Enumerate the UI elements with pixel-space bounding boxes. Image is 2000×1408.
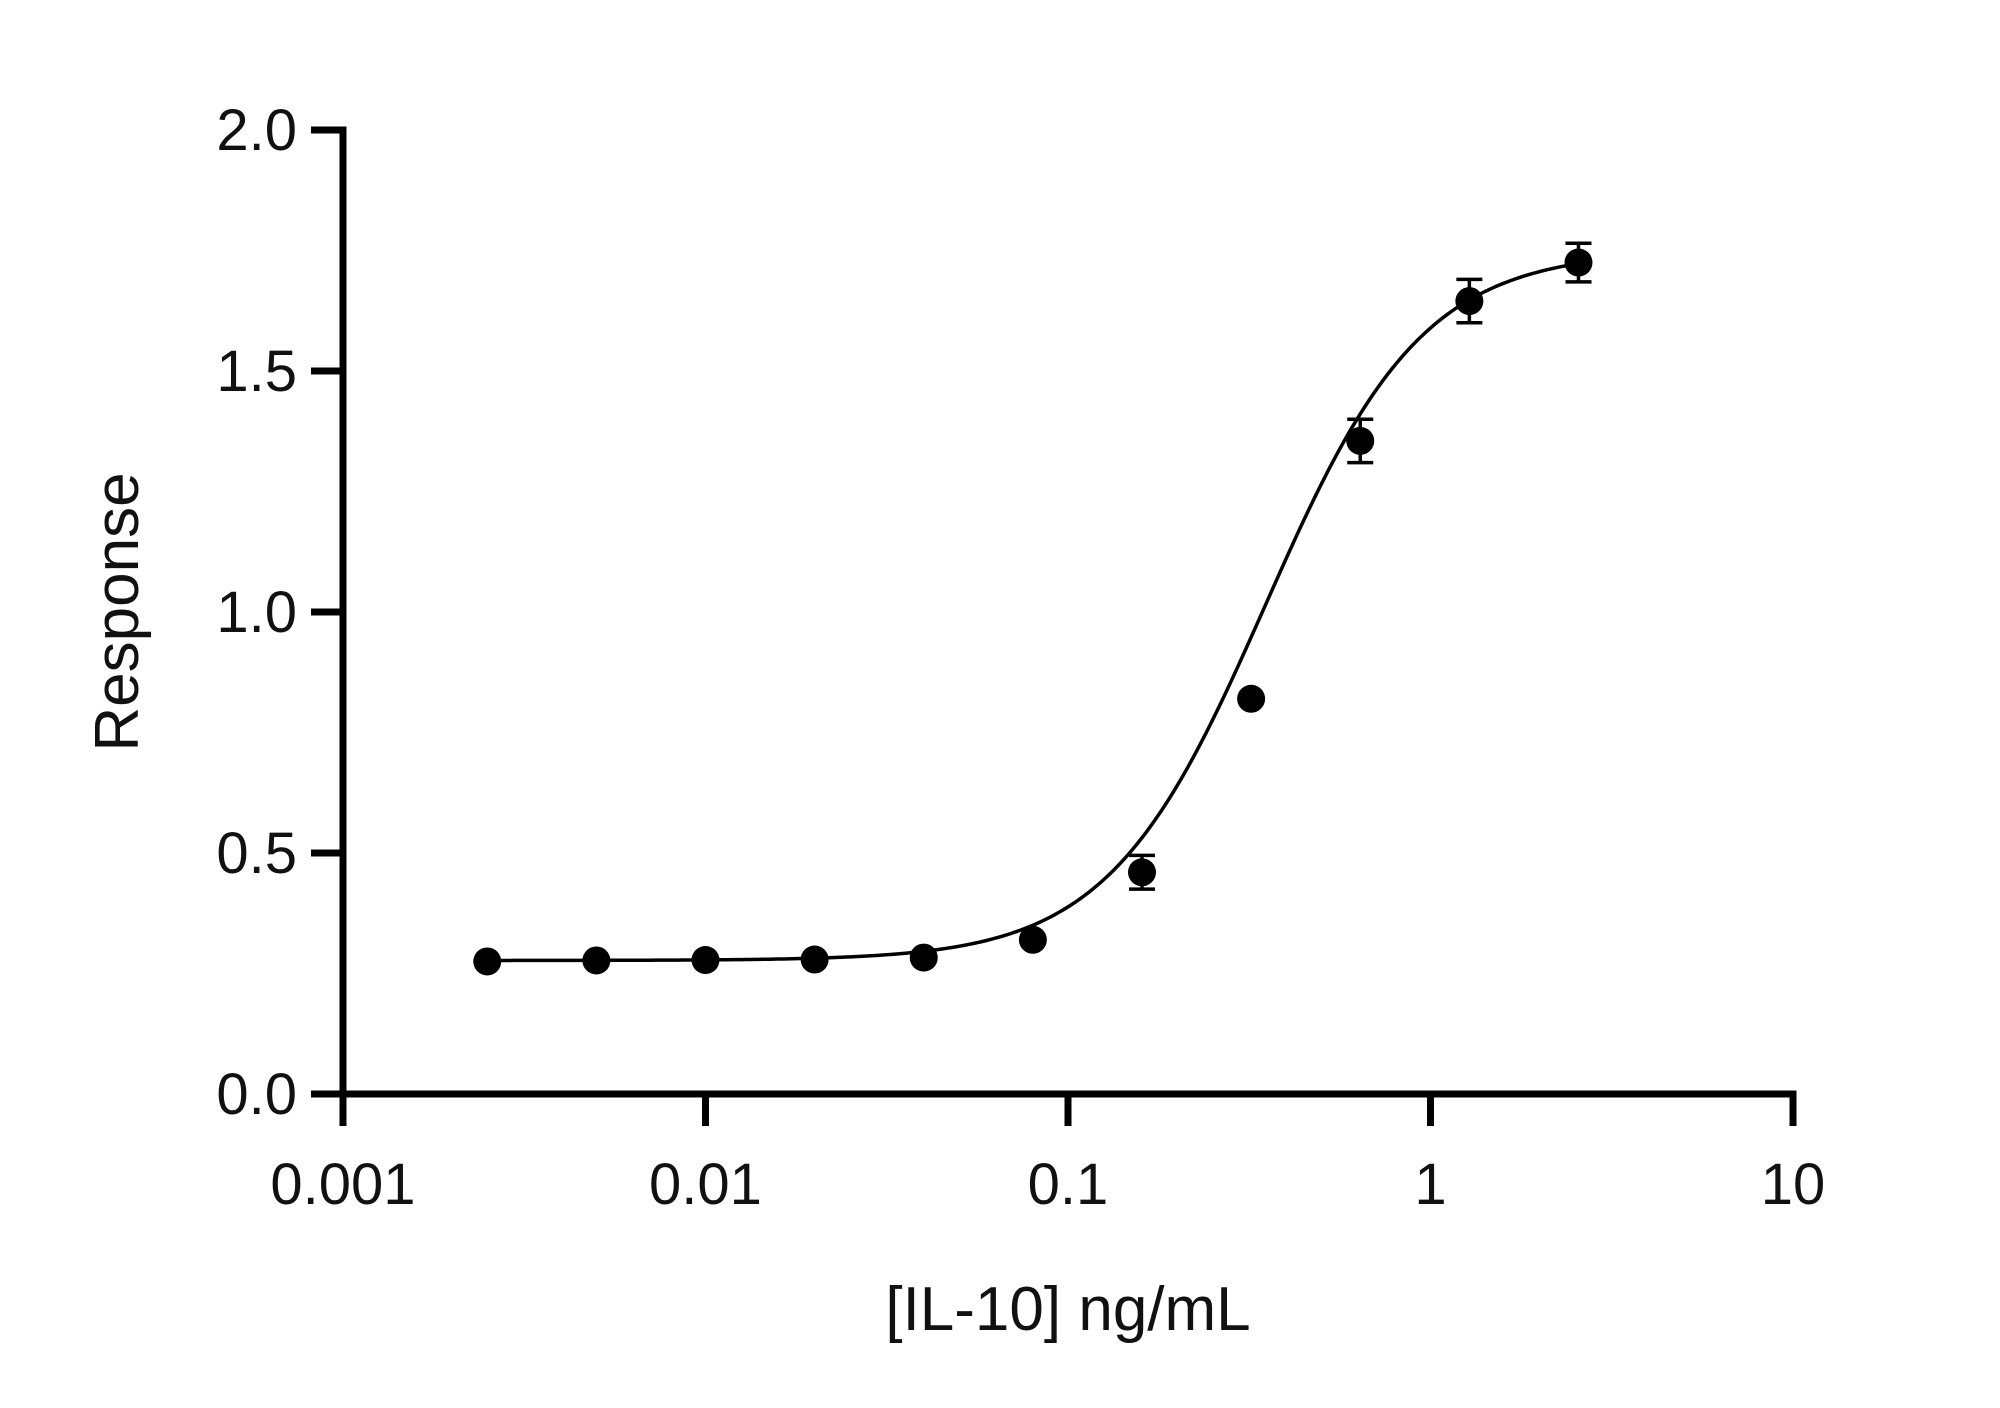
data-point (1237, 684, 1266, 713)
y-tick-label: 1.0 (216, 580, 297, 645)
data-point (473, 947, 502, 976)
y-tick-label: 0.5 (216, 821, 297, 886)
y-tick-label: 1.5 (216, 339, 297, 404)
x-tick-label: 10 (1761, 1152, 1826, 1217)
x-tick-label: 0.001 (270, 1152, 415, 1217)
data-point (1018, 925, 1047, 954)
data-point (1127, 858, 1156, 887)
data-point (800, 945, 829, 974)
data-point (1346, 426, 1375, 455)
plot-layer: 0.0 0.5 1.0 1.5 2.0 0.001 0.01 0.1 1 10 [IL-10] ng… (83, 98, 1825, 1344)
data-point (909, 943, 938, 972)
x-tick-label: 0.1 (1028, 1152, 1109, 1217)
data-point (1564, 248, 1593, 277)
data-point (691, 946, 720, 975)
y-axis-title: Response (83, 472, 152, 751)
data-point (582, 946, 611, 975)
data-point (1455, 287, 1484, 316)
x-tick-label: 0.01 (649, 1152, 762, 1217)
x-tick-label: 1 (1414, 1152, 1446, 1217)
y-tick-label: 2.0 (216, 98, 297, 163)
fit-curve (487, 261, 1579, 963)
x-axis-title: [IL-10] ng/mL (885, 1275, 1250, 1344)
y-tick-label: 0.0 (216, 1062, 297, 1127)
